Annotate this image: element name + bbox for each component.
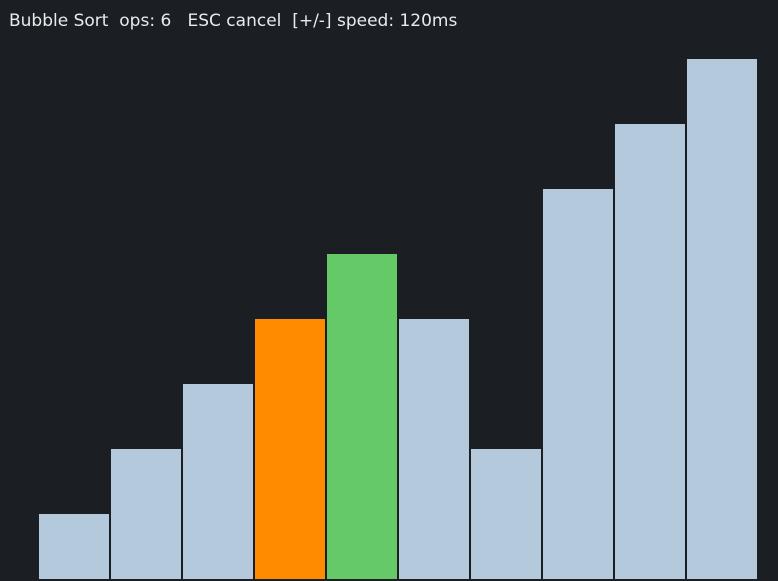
array-bar-0 xyxy=(39,514,109,579)
array-bar-1 xyxy=(111,449,181,579)
ops-label: ops: xyxy=(119,11,156,31)
array-bar-7 xyxy=(543,189,613,579)
algorithm-name: Bubble Sort xyxy=(9,11,109,31)
array-bar-9 xyxy=(687,59,757,579)
speed-value: 120ms xyxy=(399,11,458,31)
array-bar-3-comparing xyxy=(255,319,325,579)
array-bar-8 xyxy=(615,124,685,579)
status-bar: Bubble Sort ops: 6 ESC cancel [+/-] spee… xyxy=(9,9,457,33)
cancel-hint: ESC cancel xyxy=(187,11,282,31)
array-bar-5 xyxy=(399,319,469,579)
speed-hint: [+/-] speed: xyxy=(292,11,395,31)
array-bar-6 xyxy=(471,449,541,579)
array-bar-4-swapped xyxy=(327,254,397,579)
ops-count: 6 xyxy=(160,11,172,31)
array-bar-2 xyxy=(183,384,253,579)
